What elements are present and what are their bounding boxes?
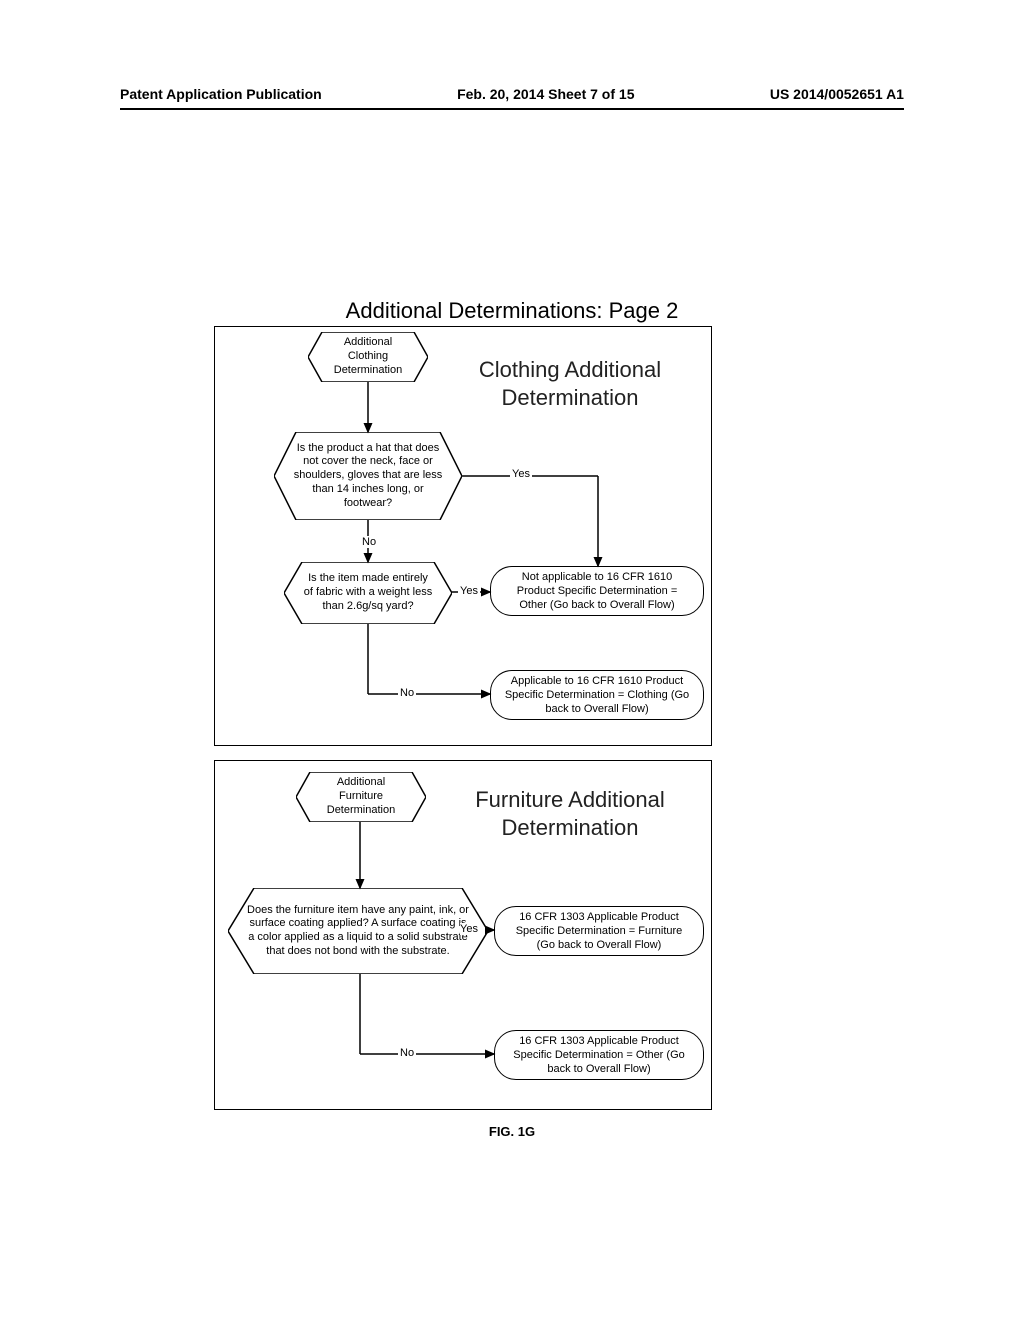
edge-label-yes-2: Yes [458, 585, 480, 597]
edge-label-yes-3: Yes [460, 923, 478, 935]
page-header: Patent Application Publication Feb. 20, … [0, 86, 1024, 108]
furniture-terminator-2: 16 CFR 1303 Applicable Product Specific … [494, 1030, 704, 1080]
edge-label-no-2: No [398, 687, 416, 699]
clothing-start-hexagon: Additional Clothing Determination [308, 332, 428, 382]
furniture-start-hexagon: Additional Furniture Determination [296, 772, 426, 822]
clothing-decision-1: Is the product a hat that does not cover… [274, 432, 462, 520]
clothing-section-title: Clothing Additional Determination [440, 356, 700, 411]
clothing-terminator-2: Applicable to 16 CFR 1610 Product Specif… [490, 670, 704, 720]
header-center: Feb. 20, 2014 Sheet 7 of 15 [457, 86, 634, 102]
header-left: Patent Application Publication [120, 86, 322, 102]
furniture-section-title: Furniture Additional Determination [440, 786, 700, 841]
edge-label-yes-1: Yes [510, 468, 532, 480]
edge-label-no-3: No [398, 1047, 416, 1059]
figure-label: FIG. 1G [0, 1124, 1024, 1139]
furniture-terminator-1: 16 CFR 1303 Applicable Product Specific … [494, 906, 704, 956]
header-underline [120, 108, 904, 110]
header-right: US 2014/0052651 A1 [770, 86, 904, 102]
clothing-terminator-1: Not applicable to 16 CFR 1610 Product Sp… [490, 566, 704, 616]
diagram-title: Additional Determinations: Page 2 [0, 298, 1024, 324]
edge-label-no-1: No [360, 536, 378, 548]
furniture-decision-1: Does the furniture item have any paint, … [228, 888, 488, 974]
clothing-decision-2: Is the item made entirely of fabric with… [284, 562, 452, 624]
